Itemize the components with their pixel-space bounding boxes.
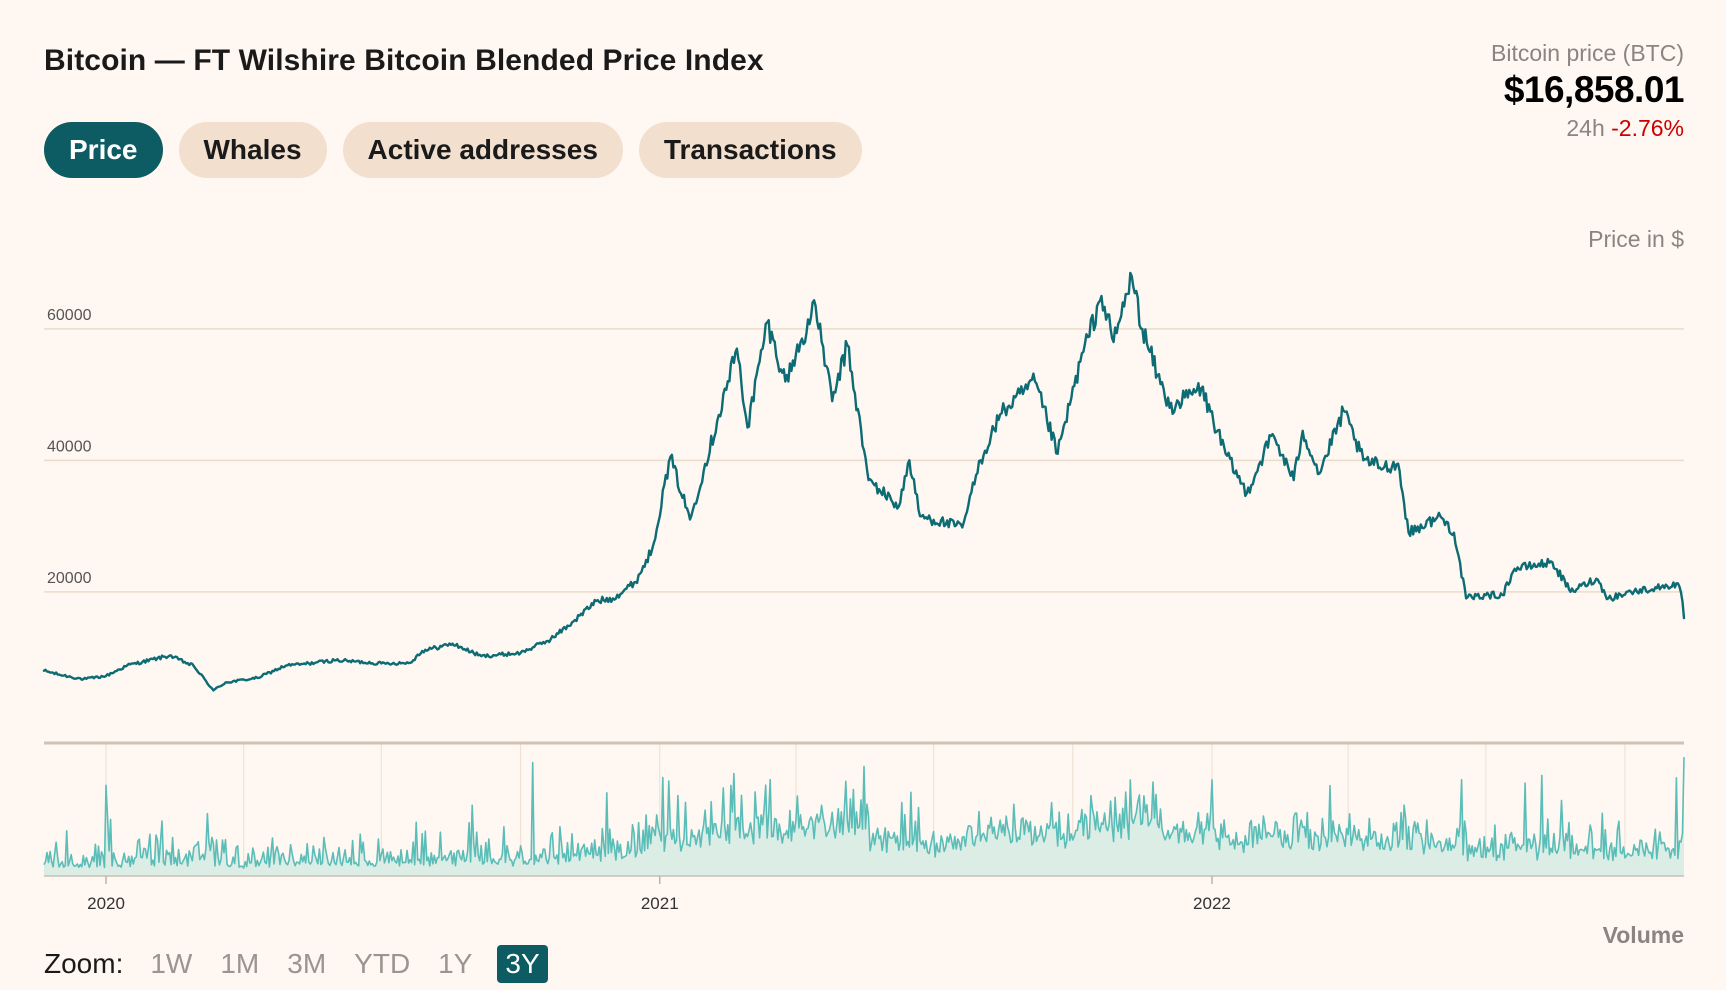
zoom-1w-button[interactable]: 1W xyxy=(150,948,193,979)
zoom-1y-button[interactable]: 1Y xyxy=(438,948,473,979)
zoom-3y-button[interactable]: 3Y xyxy=(497,945,548,983)
y-axis-ticks: 20000 40000 60000 xyxy=(47,307,92,587)
tab-price[interactable]: Price xyxy=(44,122,163,178)
x-tick-label: 2022 xyxy=(1193,894,1231,913)
ticker-change: 24h -2.76% xyxy=(1491,115,1684,142)
ticker-change-value: -2.76% xyxy=(1611,115,1684,141)
price-series-line xyxy=(42,271,1686,692)
ticker-label: Bitcoin price (BTC) xyxy=(1491,40,1684,66)
x-tick-label: 2020 xyxy=(87,894,125,913)
zoom-ytd-button[interactable]: YTD xyxy=(354,948,411,979)
x-axis-ticks: 2020 2021 2022 xyxy=(87,876,1231,913)
y-tick-label: 20000 xyxy=(47,570,92,587)
x-tick-label: 2021 xyxy=(641,894,679,913)
ticker-change-period: 24h xyxy=(1566,115,1605,141)
tab-active-addresses[interactable]: Active addresses xyxy=(342,122,623,178)
zoom-1m-button[interactable]: 1M xyxy=(220,948,260,979)
tab-whales[interactable]: Whales xyxy=(178,122,327,178)
ticker-price: $16,858.01 xyxy=(1503,69,1685,110)
volume-line xyxy=(43,757,1685,869)
y-tick-label: 60000 xyxy=(47,307,92,324)
tab-transactions[interactable]: Transactions xyxy=(638,122,862,178)
metric-tabs: Price Whales Active addresses Transactio… xyxy=(44,122,862,178)
volume-area xyxy=(44,757,1684,876)
price-ticker: Bitcoin price (BTC) $16,858.01 24h -2.76… xyxy=(1491,40,1684,142)
zoom-controls: Zoom: 1W 1M 3M YTD 1Y 3Y xyxy=(44,945,548,983)
page-title: Bitcoin — FT Wilshire Bitcoin Blended Pr… xyxy=(44,44,764,77)
zoom-label: Zoom: xyxy=(44,948,124,979)
volume-panel-label: Volume xyxy=(1602,922,1684,948)
zoom-3m-button[interactable]: 3M xyxy=(287,948,327,979)
horizontal-gridlines xyxy=(44,328,1684,593)
y-tick-label: 40000 xyxy=(47,438,92,455)
y-axis-unit-label: Price in $ xyxy=(1588,226,1684,252)
